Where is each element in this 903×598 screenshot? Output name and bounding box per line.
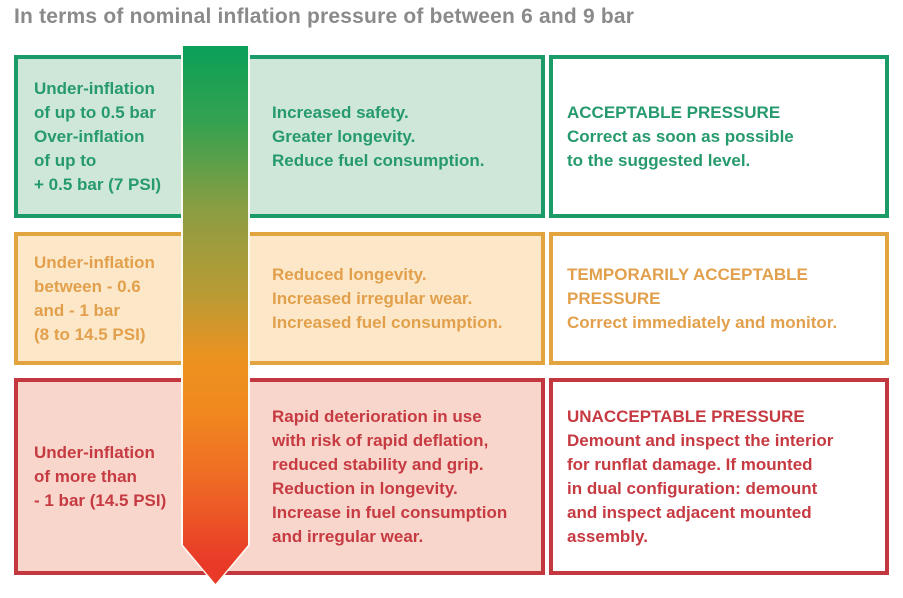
temporary-status-title: TEMPORARILY ACCEPTABLE PRESSURE: [567, 264, 808, 308]
acceptable-main-cell: Under-inflation of up to 0.5 bar Over-in…: [14, 55, 545, 218]
temporary-status-action: Correct immediately and monitor.: [567, 312, 838, 332]
unacceptable-consequences: Rapid deterioration in use with risk of …: [272, 382, 540, 571]
temporary-main-cell: Under-inflation between - 0.6 and - 1 ba…: [14, 232, 545, 365]
temporary-consequences-text: Reduced longevity. Increased irregular w…: [272, 264, 503, 332]
unacceptable-hazard-text: Under-inflation of more than - 1 bar (14…: [34, 442, 167, 510]
severity-gradient-arrow-fill: [183, 46, 248, 584]
pressure-row-unacceptable: Under-inflation of more than - 1 bar (14…: [14, 378, 889, 575]
unacceptable-status-action: Demount and inspect the interior for run…: [567, 430, 834, 546]
acceptable-status-action: Correct as soon as possible to the sugge…: [567, 126, 794, 170]
unacceptable-consequences-text: Rapid deterioration in use with risk of …: [272, 406, 508, 546]
pressure-row-acceptable: Under-inflation of up to 0.5 bar Over-in…: [14, 55, 889, 218]
unacceptable-hazard-range: Under-inflation of more than - 1 bar (14…: [34, 382, 204, 571]
unacceptable-main-cell: Under-inflation of more than - 1 bar (14…: [14, 378, 545, 575]
temporary-consequences: Reduced longevity. Increased irregular w…: [272, 236, 540, 361]
temporary-status-cell: TEMPORARILY ACCEPTABLE PRESSURE Correct …: [549, 232, 889, 365]
acceptable-status-title: ACCEPTABLE PRESSURE: [567, 102, 781, 122]
temporary-hazard-text: Under-inflation between - 0.6 and - 1 ba…: [34, 252, 155, 344]
acceptable-hazard-text: Under-inflation of up to 0.5 bar Over-in…: [34, 78, 162, 194]
unacceptable-status-title: UNACCEPTABLE PRESSURE: [567, 406, 805, 426]
pressure-row-temporarily-acceptable: Under-inflation between - 0.6 and - 1 ba…: [14, 232, 889, 365]
acceptable-status-cell: ACCEPTABLE PRESSURE Correct as soon as p…: [549, 55, 889, 218]
temporary-hazard-range: Under-inflation between - 0.6 and - 1 ba…: [34, 236, 204, 361]
page-title: In terms of nominal inflation pressure o…: [14, 5, 635, 28]
acceptable-consequences: Increased safety. Greater longevity. Red…: [272, 59, 540, 214]
unacceptable-status-cell: UNACCEPTABLE PRESSURE Demount and inspec…: [549, 378, 889, 575]
acceptable-consequences-text: Increased safety. Greater longevity. Red…: [272, 102, 485, 170]
severity-gradient-arrow-icon: [181, 46, 250, 586]
acceptable-hazard-range: Under-inflation of up to 0.5 bar Over-in…: [34, 59, 204, 214]
